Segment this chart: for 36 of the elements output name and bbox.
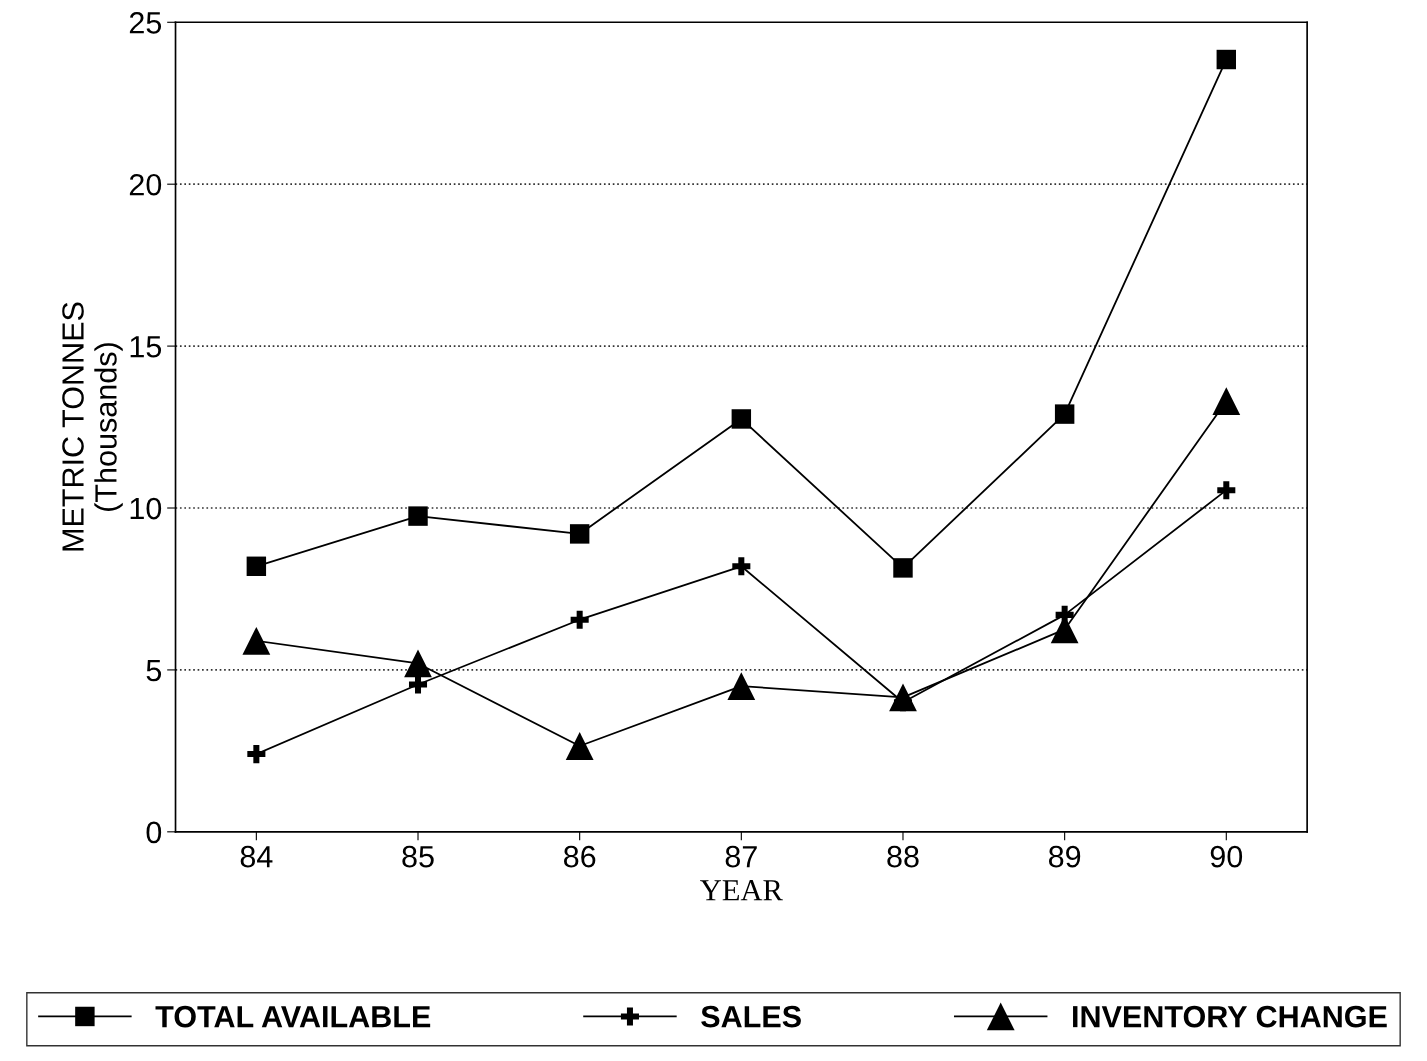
x-axis-title: YEAR <box>700 880 783 901</box>
x-tick-label: 87 <box>725 845 757 868</box>
legend-label: INVENTORY CHANGE <box>1073 1005 1387 1028</box>
point <box>727 672 756 700</box>
point <box>246 556 267 577</box>
point <box>893 558 913 578</box>
point <box>408 675 428 694</box>
point <box>732 557 751 576</box>
point <box>242 626 271 655</box>
point <box>565 732 594 760</box>
x-tick-label: 89 <box>1048 845 1081 868</box>
y-tick-label: 20 <box>129 173 162 196</box>
point <box>569 524 590 544</box>
point <box>1217 481 1236 500</box>
point <box>1212 387 1241 416</box>
x-tick-label: 88 <box>887 845 919 868</box>
y-tick-label: 5 <box>146 659 162 682</box>
point <box>1216 49 1237 70</box>
y-axis-title: METRIC TONNES (Thousands) <box>62 302 123 551</box>
point <box>731 409 752 429</box>
point <box>408 506 428 526</box>
point <box>570 610 589 629</box>
y-tick-label: 25 <box>129 12 162 34</box>
x-tick-label: 84 <box>240 845 273 868</box>
legend-label: TOTAL AVAILABLE <box>155 1005 431 1028</box>
y-tick-label: 0 <box>146 821 162 844</box>
point <box>247 745 266 764</box>
y-tick-label: 15 <box>130 336 162 358</box>
x-tick-label: 90 <box>1210 845 1243 868</box>
point <box>1054 404 1075 424</box>
legend-label: SALES <box>701 1005 801 1028</box>
x-tick-label: 86 <box>564 845 596 868</box>
point <box>404 649 432 678</box>
point <box>1055 605 1074 624</box>
y-tick-label: 10 <box>130 497 162 520</box>
x-tick-label: 85 <box>402 845 434 868</box>
